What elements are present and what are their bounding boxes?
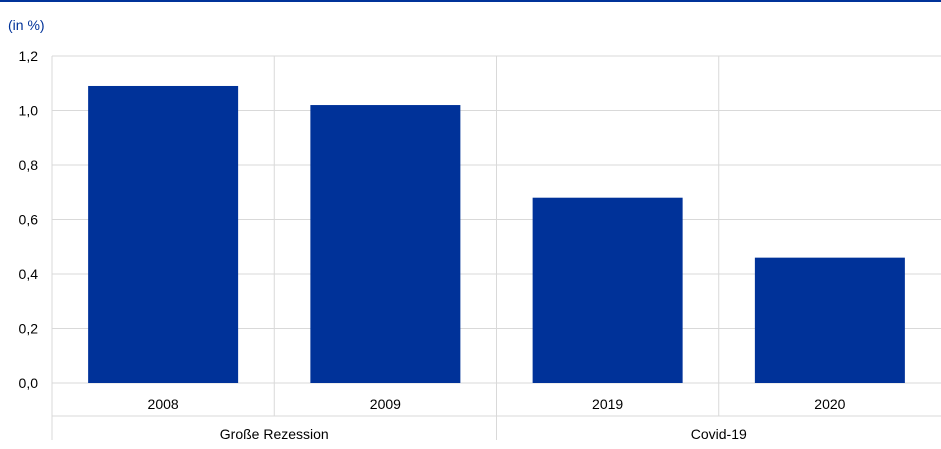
bar-2019 (532, 197, 683, 383)
group-label: Große Rezession (220, 426, 329, 442)
bars (88, 85, 905, 384)
y-tick-label: 0,2 (19, 321, 39, 337)
y-tick-label: 1,0 (19, 103, 39, 119)
x-tick-label: 2009 (370, 396, 401, 412)
group-label: Covid-19 (691, 426, 747, 442)
y-axis: 0,0 0,2 0,4 0,6 0,8 1,0 1,2 (19, 48, 39, 391)
unit-label: (in %) (8, 17, 45, 33)
y-tick-label: 1,2 (19, 48, 39, 64)
x-tick-label: 2008 (148, 396, 179, 412)
bar-2020 (754, 257, 905, 383)
x-tick-label: 2020 (814, 396, 845, 412)
y-tick-label: 0,8 (19, 157, 39, 173)
y-tick-label: 0,0 (19, 375, 39, 391)
x-axis: 2008 2009 2019 2020 Große Rezession Covid-19 (148, 396, 846, 442)
bar-2008 (88, 85, 239, 383)
bar-2009 (310, 105, 461, 384)
y-tick-label: 0,6 (19, 212, 39, 228)
y-tick-label: 0,4 (19, 266, 39, 282)
x-tick-label: 2019 (592, 396, 623, 412)
